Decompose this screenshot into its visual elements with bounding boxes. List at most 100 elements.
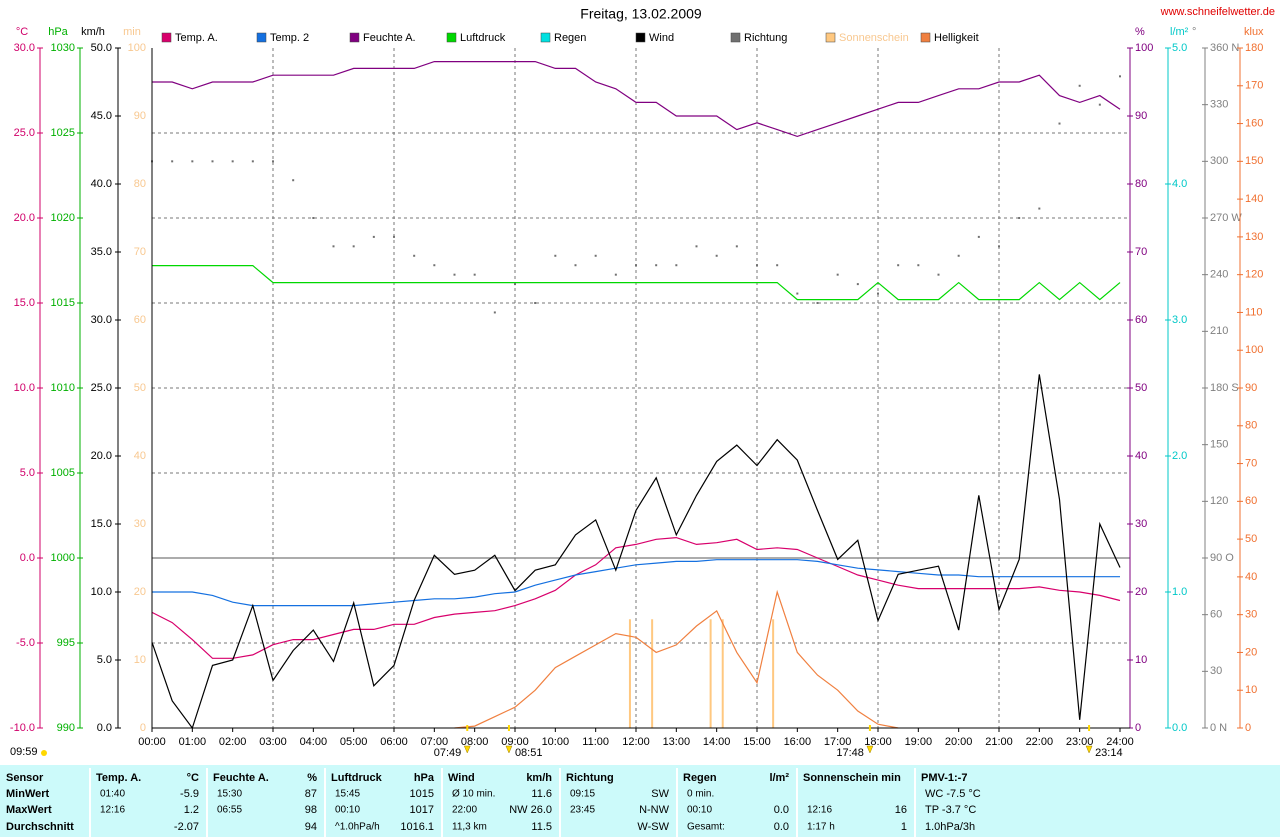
y-tick-label: 0 [140, 722, 146, 734]
annotation: 23:14 [1095, 747, 1123, 759]
direction-dot [816, 302, 819, 304]
table-cell: N-NW [639, 804, 670, 816]
direction-dot [292, 179, 295, 182]
direction-dot [897, 264, 900, 267]
y-tick-label: 210 [1210, 325, 1228, 337]
table-header: Regen [683, 772, 717, 784]
table-cell: W-SW [637, 821, 669, 833]
x-tick-label: 01:00 [179, 736, 207, 748]
table-cell: Durchschnitt [6, 821, 74, 833]
annotation: 09:59 [10, 746, 38, 758]
y-tick-label: 50 [1245, 533, 1257, 545]
annotation: 17:48 [836, 747, 864, 759]
y-tick-label: 10 [134, 654, 146, 666]
direction-dot [413, 254, 416, 257]
y-tick-label: 30.0 [91, 314, 112, 326]
y-tick-label: 70 [134, 246, 146, 258]
table-cell: 16 [895, 804, 907, 816]
legend-swatch [349, 32, 360, 43]
annotation: 08:51 [515, 747, 543, 759]
direction-dot [191, 160, 194, 163]
y-tick-label: 0 [1135, 722, 1141, 734]
x-tick-label: 21:00 [985, 736, 1013, 748]
legend-label: Richtung [744, 32, 787, 44]
direction-dot [211, 160, 214, 163]
y-tick-label: 5.0 [20, 467, 35, 479]
direction-dot [917, 264, 920, 267]
x-tick-label: 24:00 [1106, 736, 1134, 748]
table-header: Sensor [6, 772, 44, 784]
y-tick-label: 40 [134, 450, 146, 462]
x-tick-label: 03:00 [259, 736, 287, 748]
direction-dot [393, 235, 395, 238]
y-tick-label: 60 [1245, 495, 1257, 507]
y-tick-label: 60 [134, 314, 146, 326]
direction-dot [635, 264, 637, 267]
y-tick-label: 20 [1135, 586, 1147, 598]
x-tick-label: 19:00 [905, 736, 933, 748]
table-cell: 94 [305, 821, 317, 833]
sun-marker [505, 745, 513, 754]
y-tick-label: 10.0 [91, 586, 112, 598]
table-cell: 00:10 [335, 805, 360, 816]
direction-dot [977, 235, 980, 238]
x-tick-label: 13:00 [663, 736, 691, 748]
table-cell: 1.0hPa/3h [925, 821, 975, 833]
series-line [454, 589, 899, 729]
x-tick-label: 12:00 [622, 736, 650, 748]
legend-label: Luftdruck [460, 32, 506, 44]
y-tick-label: 995 [57, 637, 75, 649]
y-tick-label: 90 [134, 110, 146, 122]
x-tick-label: 05:00 [340, 736, 368, 748]
y-tick-label: 0.0 [1172, 722, 1187, 734]
y-tick-label: -5.0 [16, 637, 35, 649]
y-tick-label: 170 [1245, 80, 1263, 92]
table-header: PMV-1:-7 [921, 772, 967, 784]
y-tick-label: 180 S [1210, 382, 1239, 394]
y-tick-label: 60 [1210, 609, 1222, 621]
y-tick-label: 4.0 [1172, 178, 1187, 190]
y-tick-label: 120 [1210, 495, 1228, 507]
table-cell: -5.9 [180, 788, 199, 800]
direction-dot [514, 283, 516, 286]
x-tick-label: 09:00 [501, 736, 529, 748]
y-tick-label: 15.0 [91, 518, 112, 530]
direction-dot [433, 264, 436, 267]
x-tick-label: 06:00 [380, 736, 408, 748]
y-tick-label: 3.0 [1172, 314, 1187, 326]
series-line [152, 559, 1120, 607]
direction-dot [675, 264, 678, 267]
y-tick-label: 150 [1210, 439, 1228, 451]
y-tick-label: 50 [1135, 382, 1147, 394]
legend-swatch [540, 32, 551, 43]
y-tick-label: 1005 [51, 467, 75, 479]
y-tick-label: 30.0 [14, 42, 35, 54]
table-cell: 87 [305, 788, 317, 800]
axis-unit: °C [16, 26, 28, 38]
axis-unit: l/m² [1170, 26, 1189, 38]
direction-dot [856, 283, 859, 286]
table-cell: 11,3 km [452, 822, 487, 833]
legend-label: Temp. 2 [270, 32, 309, 44]
direction-dot [957, 254, 960, 257]
table-cell: 15:30 [217, 789, 242, 800]
source: www.schneifelwetter.de [1160, 6, 1275, 18]
table-header: Luftdruck [331, 772, 383, 784]
table-cell: 01:40 [100, 789, 125, 800]
y-tick-label: 25.0 [91, 382, 112, 394]
direction-dot [372, 235, 375, 238]
y-tick-label: 20 [1245, 646, 1257, 658]
y-tick-label: 160 [1245, 117, 1263, 129]
table-cell: 15:45 [335, 789, 360, 800]
y-tick-label: 5.0 [97, 654, 112, 666]
y-tick-label: 70 [1245, 457, 1257, 469]
table-cell: MinWert [6, 788, 50, 800]
axis-unit: km/h [81, 26, 105, 38]
x-tick-label: 04:00 [300, 736, 328, 748]
y-tick-label: 80 [1245, 420, 1257, 432]
series-line [152, 61, 1121, 138]
direction-dot [534, 302, 537, 304]
y-tick-label: 0.0 [97, 722, 112, 734]
